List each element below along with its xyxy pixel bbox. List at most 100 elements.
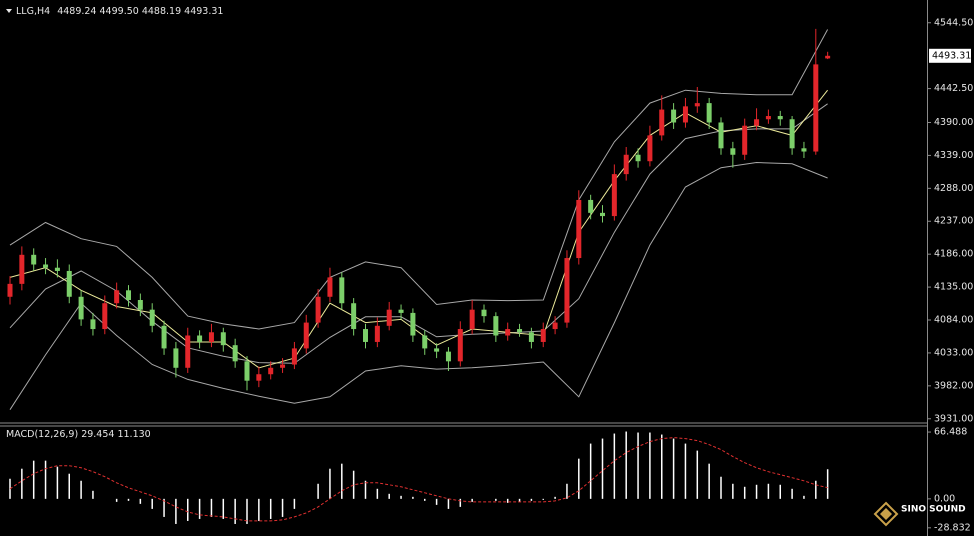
candle-body <box>327 277 333 297</box>
macd-bar <box>637 432 639 499</box>
macd-bar <box>566 483 568 499</box>
macd-bar <box>234 498 236 524</box>
candle-body <box>90 319 96 330</box>
macd-title: MACD(12,26,9) <box>6 429 78 440</box>
candle-body <box>137 299 143 310</box>
candle-body <box>197 335 203 342</box>
macd-bar <box>506 498 509 503</box>
candle-body <box>730 148 736 155</box>
candle-body <box>777 116 783 120</box>
macd-bar <box>661 434 663 499</box>
candle-body <box>19 254 25 284</box>
candle-body <box>386 309 392 326</box>
macd-bar <box>115 498 118 502</box>
macd-bar <box>210 498 213 517</box>
candle-body <box>315 296 321 323</box>
candle-body <box>505 329 511 336</box>
candle-body <box>43 264 49 268</box>
candle-body <box>185 335 191 368</box>
candle-body <box>706 103 712 123</box>
candle-body <box>434 348 440 352</box>
logo-text: SINO SOUND <box>901 505 966 515</box>
candle-body <box>31 254 37 265</box>
candle-body <box>410 312 416 336</box>
candle-body <box>813 64 819 152</box>
y-tick-label: 4390.00 <box>934 117 973 128</box>
signal-last: 11.130 <box>117 429 150 440</box>
macd-bar <box>613 433 616 499</box>
macd-bar <box>388 493 390 499</box>
candle-body <box>825 55 831 59</box>
macd-bar <box>56 466 59 499</box>
macd-bar <box>625 431 627 499</box>
macd-bar <box>518 498 521 502</box>
macd-bar <box>767 483 770 499</box>
macd-bar <box>743 486 746 499</box>
macd-bar <box>198 498 201 519</box>
macd-bar <box>471 498 473 502</box>
candle-body <box>280 364 286 368</box>
macd-bar <box>127 498 130 501</box>
candle-body <box>161 325 167 349</box>
candle-body <box>564 258 570 323</box>
macd-bar <box>163 498 165 517</box>
candle-body <box>398 309 404 313</box>
macd-bar <box>376 488 379 499</box>
macd-bar <box>151 498 153 509</box>
candle-body <box>635 154 641 162</box>
macd-header: MACD(12,26,9) 29.454 11.130 <box>6 429 151 440</box>
macd-bar <box>696 450 699 499</box>
macd-bar <box>175 498 177 524</box>
macd-bar <box>779 484 781 499</box>
candle-body <box>126 290 131 300</box>
macd-bar <box>32 460 35 499</box>
candle-body <box>469 309 475 330</box>
macd-bar <box>578 458 580 499</box>
y-tick-label: 4442.50 <box>934 83 973 94</box>
candle-body <box>694 103 700 107</box>
macd-bar <box>459 498 462 507</box>
candle-body <box>102 303 108 330</box>
macd-bar <box>222 498 225 519</box>
candle-body <box>149 309 155 326</box>
signal-line <box>9 437 828 522</box>
close-label: 4493.31 <box>184 6 223 17</box>
price-tag <box>929 48 971 63</box>
macd-bar <box>269 498 272 519</box>
candle-body <box>78 296 84 320</box>
y-tick-label: 66.488 <box>934 427 967 438</box>
candle-body <box>445 351 451 362</box>
macd-bar <box>341 463 343 499</box>
logo-icon <box>873 501 899 527</box>
macd-bar <box>530 498 533 501</box>
y-tick-label: 4288.00 <box>934 183 973 194</box>
high-label: 4499.50 <box>100 6 139 17</box>
y-tick-label: 4084.00 <box>934 315 973 326</box>
candle-body <box>588 199 594 213</box>
macd-bar <box>826 469 829 499</box>
overlay-line <box>9 29 829 330</box>
candle-body <box>623 154 629 175</box>
macd-bar <box>589 443 592 499</box>
macd-bar <box>708 463 710 499</box>
macd-bar <box>684 443 687 499</box>
candle-body <box>600 212 605 217</box>
macd-bar <box>755 484 758 499</box>
y-tick-label: 0.00 <box>934 493 955 504</box>
candle-body <box>754 119 760 126</box>
macd-bar <box>21 468 23 499</box>
macd-bar <box>400 495 402 499</box>
candle-body <box>244 361 250 381</box>
candle-body <box>232 345 238 362</box>
macd-bar <box>352 470 355 499</box>
macd-bar <box>720 476 722 499</box>
candle-body <box>789 119 795 149</box>
macd-bar <box>329 468 331 499</box>
candle-body <box>517 329 523 333</box>
candle-body <box>363 329 368 342</box>
candle-body <box>220 332 226 346</box>
collapse-icon <box>6 9 12 13</box>
y-tick-label: 3931.00 <box>934 413 973 424</box>
